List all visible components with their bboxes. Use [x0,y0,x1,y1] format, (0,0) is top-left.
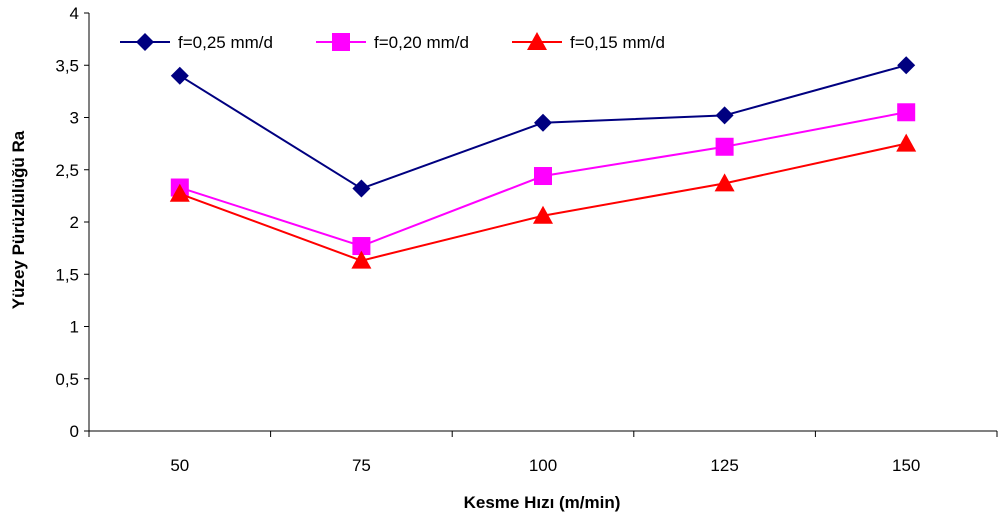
legend-label: f=0,15 mm/d [570,33,665,52]
y-tick-label: 3 [70,109,79,128]
series-1 [170,56,916,198]
data-point-square [897,103,916,122]
data-point-triangle [714,173,735,192]
y-tick-label: 0 [70,422,79,441]
x-tick-label: 150 [892,456,920,475]
x-tick-label: 125 [710,456,738,475]
series-3 [169,133,917,269]
y-tick-label: 3,5 [55,56,79,75]
legend-marker-diamond [136,33,154,51]
x-axis-label: Kesme Hızı (m/min) [464,493,621,512]
legend-label: f=0,20 mm/d [374,33,469,52]
data-point-diamond [352,179,371,198]
y-tick-label: 1,5 [55,265,79,284]
legend-label: f=0,25 mm/d [178,33,273,52]
y-tick-label: 0,5 [55,370,79,389]
y-tick-label: 4 [70,4,79,23]
series-group [169,56,917,269]
y-axis-label: Yüzey Pürüzlülüğü Ra [9,130,28,309]
y-tick-labels: 0 0,5 1 1,5 2 2,5 3 3,5 4 [55,4,79,441]
data-point-square [715,137,734,156]
data-point-diamond [715,106,734,125]
legend-marker-square [332,33,350,51]
series-2 [170,103,916,256]
y-tick-label: 2 [70,213,79,232]
axes [84,12,998,437]
x-tick-label: 100 [529,456,557,475]
data-point-triangle [169,183,190,202]
data-point-triangle [533,205,553,224]
series-line [179,142,907,262]
data-point-triangle [896,133,917,152]
x-tick-labels: 50 75 100 125 150 [170,456,920,475]
legend-item: f=0,25 mm/d [120,33,273,52]
legend: f=0,25 mm/d f=0,20 mm/d f=0,15 mm/d [120,32,665,52]
x-tick-label: 75 [352,456,371,475]
y-tick-label: 1 [70,318,79,337]
y-tick-label: 2,5 [55,161,79,180]
x-tick-label: 50 [170,456,189,475]
legend-item: f=0,15 mm/d [512,32,665,52]
legend-marker-triangle [527,32,547,50]
data-point-square [534,167,552,186]
data-point-diamond [534,113,552,132]
legend-item: f=0,20 mm/d [316,33,469,52]
data-point-triangle [351,250,372,269]
data-point-square [352,237,371,256]
data-point-diamond [170,66,189,85]
data-point-diamond [897,56,916,75]
